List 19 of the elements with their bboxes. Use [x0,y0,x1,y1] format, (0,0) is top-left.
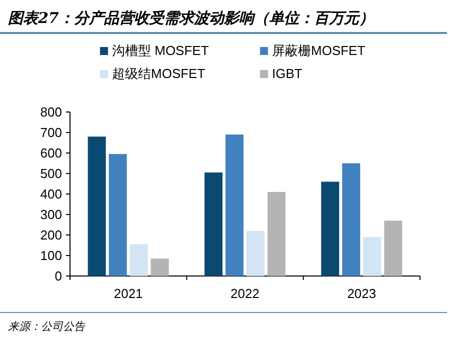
plot: 0 100 200 300 400 500 600 700 800 2021 2022 2023 [40,104,420,301]
y-tick-label: 800 [40,104,62,120]
y-tick-label: 500 [40,166,62,181]
source-note: 来源：公司公告 [8,320,86,333]
x-tick-label: 2021 [114,286,143,301]
legend-label: 屏蔽栅MOSFET [272,43,366,58]
legend-label: 沟槽型 MOSFET [112,43,209,58]
y-tick-label: 700 [40,125,62,140]
y-tick-label: 100 [40,248,62,263]
y-tick-label: 400 [40,186,62,202]
title: 图表27：分产品营收受需求波动影响（单位：百万元） [8,9,374,27]
legend-label: 超级结MOSFET [112,66,206,81]
y-tick-label: 200 [40,228,62,242]
x-tick-label: 2022 [230,286,260,301]
x-tick-label: 2023 [347,286,376,301]
y-tick-label: 300 [40,207,62,222]
y-tick-label: 0 [54,268,62,284]
legend-label: IGBT [272,66,302,81]
y-tick-label: 600 [40,146,62,160]
